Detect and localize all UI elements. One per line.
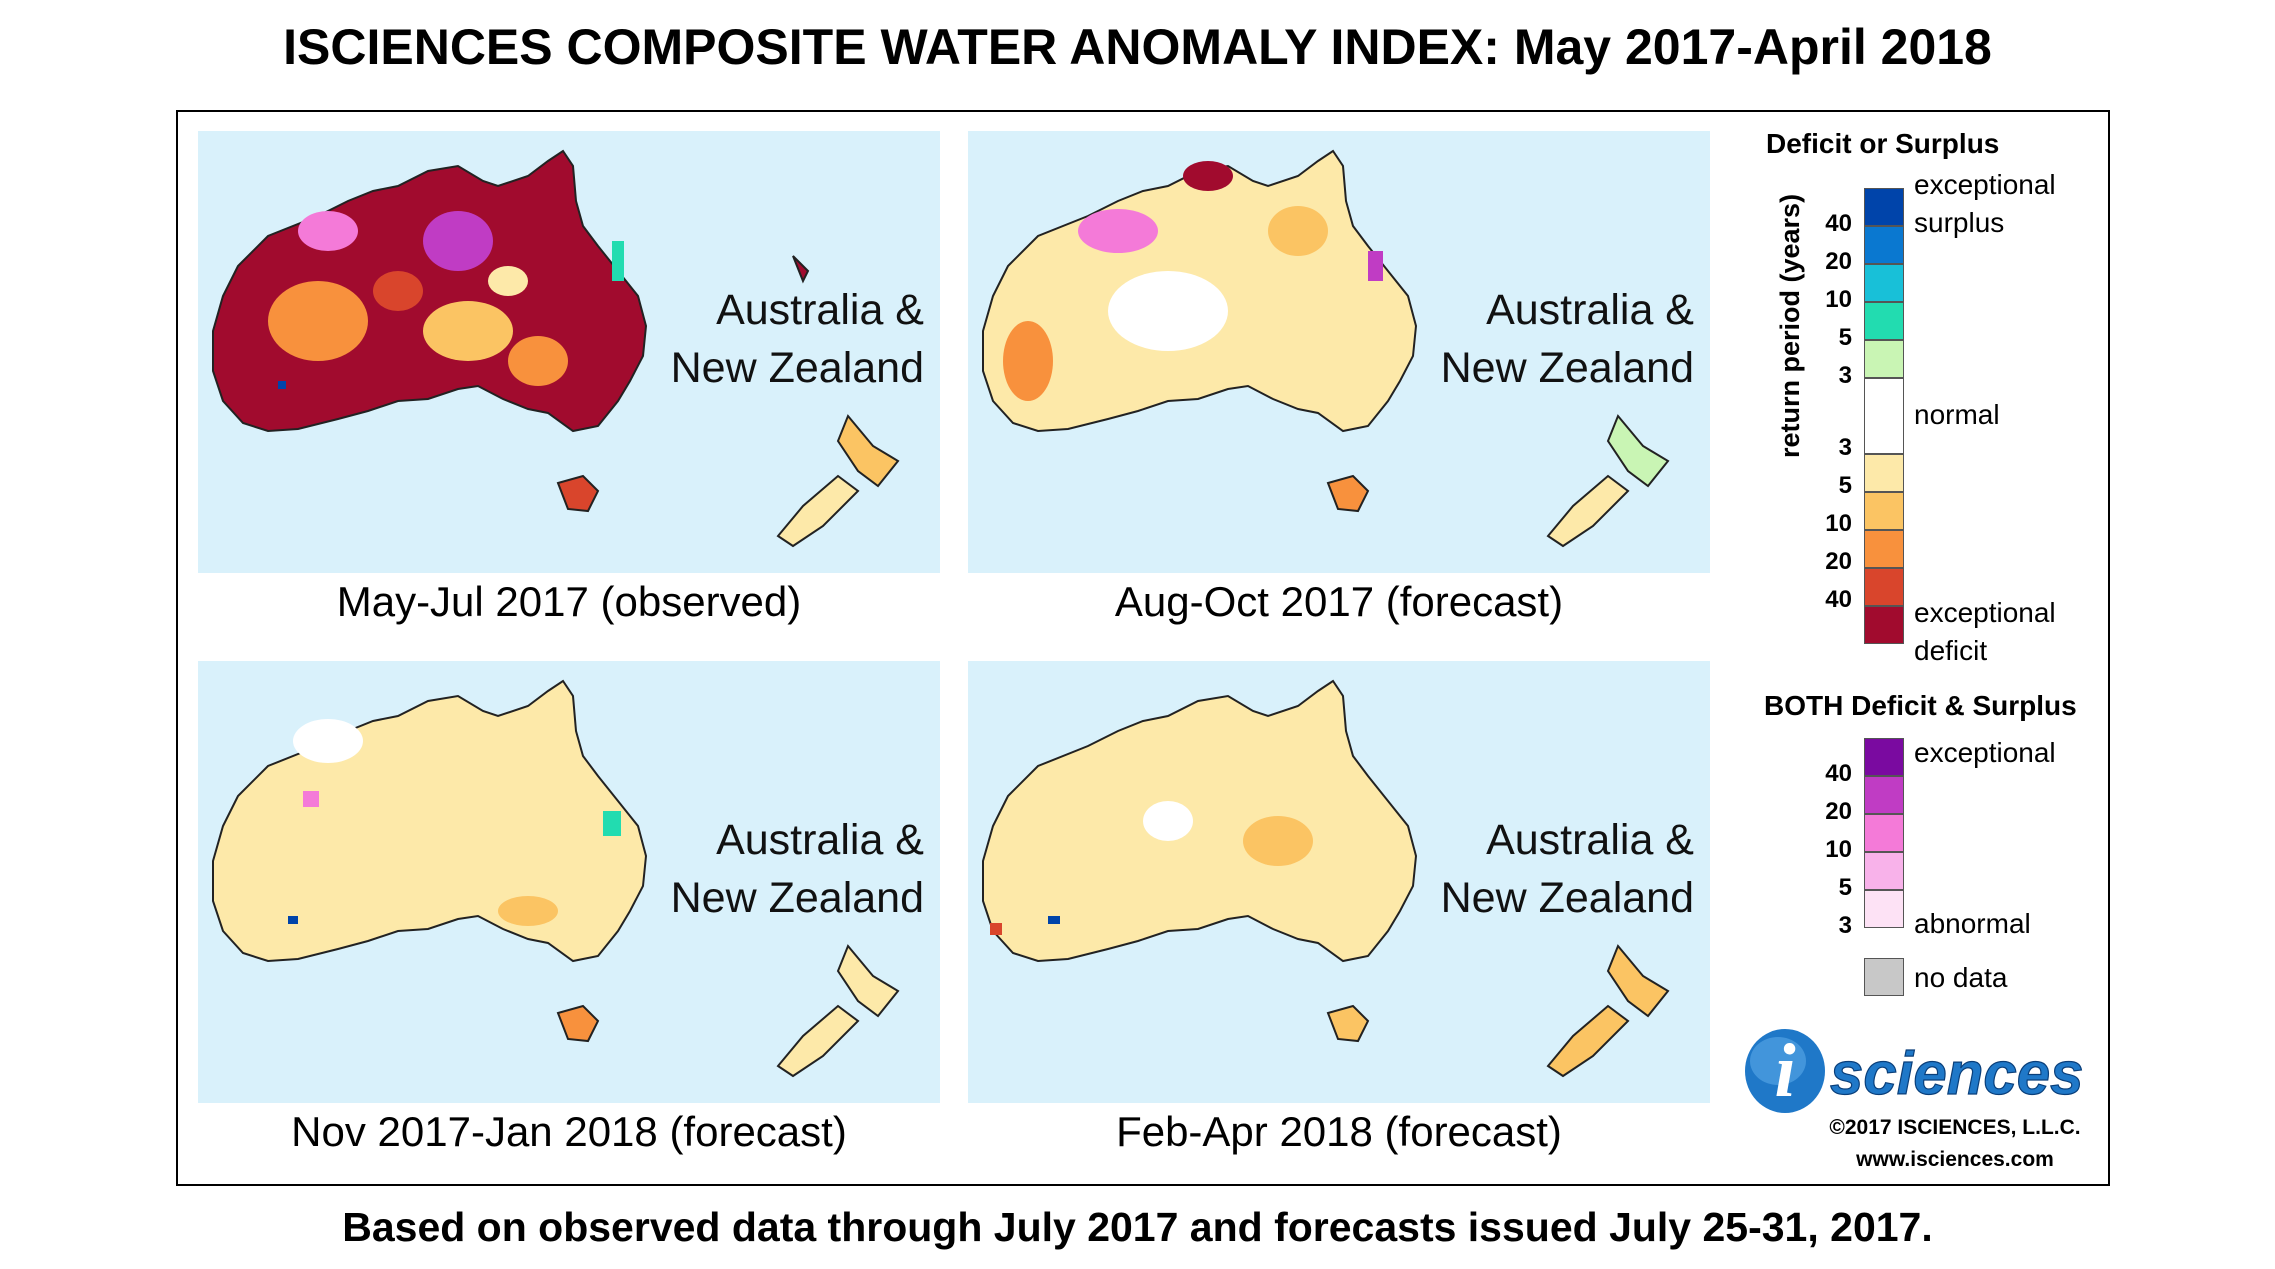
deficit-swatch-1 (1864, 492, 1904, 530)
both-swatch-2 (1864, 814, 1904, 852)
map-nov-2017-jan-2018 (198, 661, 940, 1103)
australia-landmass (982, 679, 1418, 963)
region-label: Australia & New Zealand (670, 286, 924, 392)
isciences-logo: i sciences (1740, 1026, 2090, 1116)
legend-normal-label: normal (1914, 399, 2000, 430)
deficit-tick-3: 3 (1838, 434, 1852, 461)
legend-exceptional-deficit-label: exceptional deficit (1914, 597, 2056, 666)
region-label: Australia & New Zealand (670, 816, 924, 922)
deficit-swatch-4 (1864, 606, 1904, 644)
caption-aug-oct-2017: Aug-Oct 2017 (forecast) (1114, 578, 1564, 625)
surplus-swatch-0 (1864, 188, 1904, 226)
surplus-swatch-4 (1864, 340, 1904, 378)
map-may-jul-2017 (198, 131, 940, 573)
panel-may-jul-2017: Australia & New Zealand (198, 131, 940, 573)
legend-no-data-label: no data (1914, 962, 2008, 993)
new-zealand-south (1546, 1004, 1630, 1078)
region-label: Australia & New Zealand (1440, 286, 1694, 392)
new-zealand-south (776, 474, 860, 548)
both-tick-5: 5 (1838, 874, 1852, 901)
surplus-tick-20: 20 (1825, 248, 1852, 275)
map-feb-apr-2018 (968, 661, 1710, 1103)
both-tick-3: 3 (1838, 912, 1852, 939)
caption-feb-apr-2018: Feb-Apr 2018 (forecast) (1116, 1108, 1562, 1155)
both-tick-10: 10 (1825, 836, 1852, 863)
panel-aug-oct-2017: Australia & New Zealand (968, 131, 1710, 573)
new-zealand-north (1606, 414, 1670, 488)
logo-letter: i (1774, 1029, 1795, 1113)
figure-frame (176, 110, 2110, 1186)
map-aug-oct-2017 (968, 131, 1710, 573)
new-zealand-north (1606, 944, 1670, 1018)
deficit-tick-40: 40 (1825, 586, 1852, 613)
surplus-tick-40: 40 (1825, 210, 1852, 237)
deficit-swatch-2 (1864, 530, 1904, 568)
deficit-swatch-0 (1864, 454, 1904, 492)
panel-nov-2017-jan-2018: Australia & New Zealand (198, 661, 940, 1103)
surplus-swatch-2 (1864, 264, 1904, 302)
legend-both-abnormal-label: abnormal (1914, 908, 2031, 939)
legend-deficit-surplus-title: Deficit or Surplus (1766, 128, 2000, 159)
new-zealand-south (1546, 474, 1630, 548)
deficit-swatch-3 (1864, 568, 1904, 606)
surplus-swatch-3 (1864, 302, 1904, 340)
both-swatch-1 (1864, 776, 1904, 814)
copyright-block: ©2017 ISCIENCES, L.L.C. www.isciences.co… (1790, 1112, 2120, 1176)
surplus-tick-10: 10 (1825, 286, 1852, 313)
surplus-tick-5: 5 (1838, 324, 1852, 351)
both-swatch-4 (1864, 890, 1904, 928)
deficit-tick-20: 20 (1825, 548, 1852, 575)
new-zealand-south (776, 1004, 860, 1078)
deficit-tick-5: 5 (1838, 472, 1852, 499)
legend-exceptional-surplus-label: exceptional surplus (1914, 169, 2056, 238)
region-label: Australia & New Zealand (1440, 816, 1694, 922)
map-title: ISCIENCES COMPOSITE WATER ANOMALY INDEX:… (283, 19, 1992, 75)
caption-nov-2017-jan-2018: Nov 2017-Jan 2018 (forecast) (291, 1108, 847, 1155)
copyright-text: ©2017 ISCIENCES, L.L.C. (1829, 1116, 2081, 1139)
legend-normal-swatch (1864, 378, 1904, 454)
legend-no-data-swatch (1864, 958, 1904, 996)
website-link[interactable]: www.isciences.com (1856, 1148, 2054, 1171)
new-zealand-north (836, 414, 900, 488)
both-tick-20: 20 (1825, 798, 1852, 825)
logo-word: sciences (1830, 1040, 2084, 1107)
legend-both-title: BOTH Deficit & Surplus (1764, 690, 2077, 721)
deficit-tick-10: 10 (1825, 510, 1852, 537)
tasmania (1326, 1004, 1370, 1043)
panel-feb-apr-2018: Australia & New Zealand (968, 661, 1710, 1103)
caption-may-jul-2017: May-Jul 2017 (observed) (336, 578, 802, 625)
both-tick-40: 40 (1825, 760, 1852, 787)
surplus-tick-3: 3 (1838, 362, 1852, 389)
tasmania (1326, 474, 1370, 513)
tasmania (556, 1004, 600, 1043)
both-swatch-0 (1864, 738, 1904, 776)
surplus-swatch-1 (1864, 226, 1904, 264)
new-zealand-north (836, 944, 900, 1018)
tasmania (556, 474, 600, 513)
both-swatch-3 (1864, 852, 1904, 890)
footer-note: Based on observed data through July 2017… (342, 1204, 1933, 1250)
legend-both-exceptional-label: exceptional (1914, 737, 2056, 768)
